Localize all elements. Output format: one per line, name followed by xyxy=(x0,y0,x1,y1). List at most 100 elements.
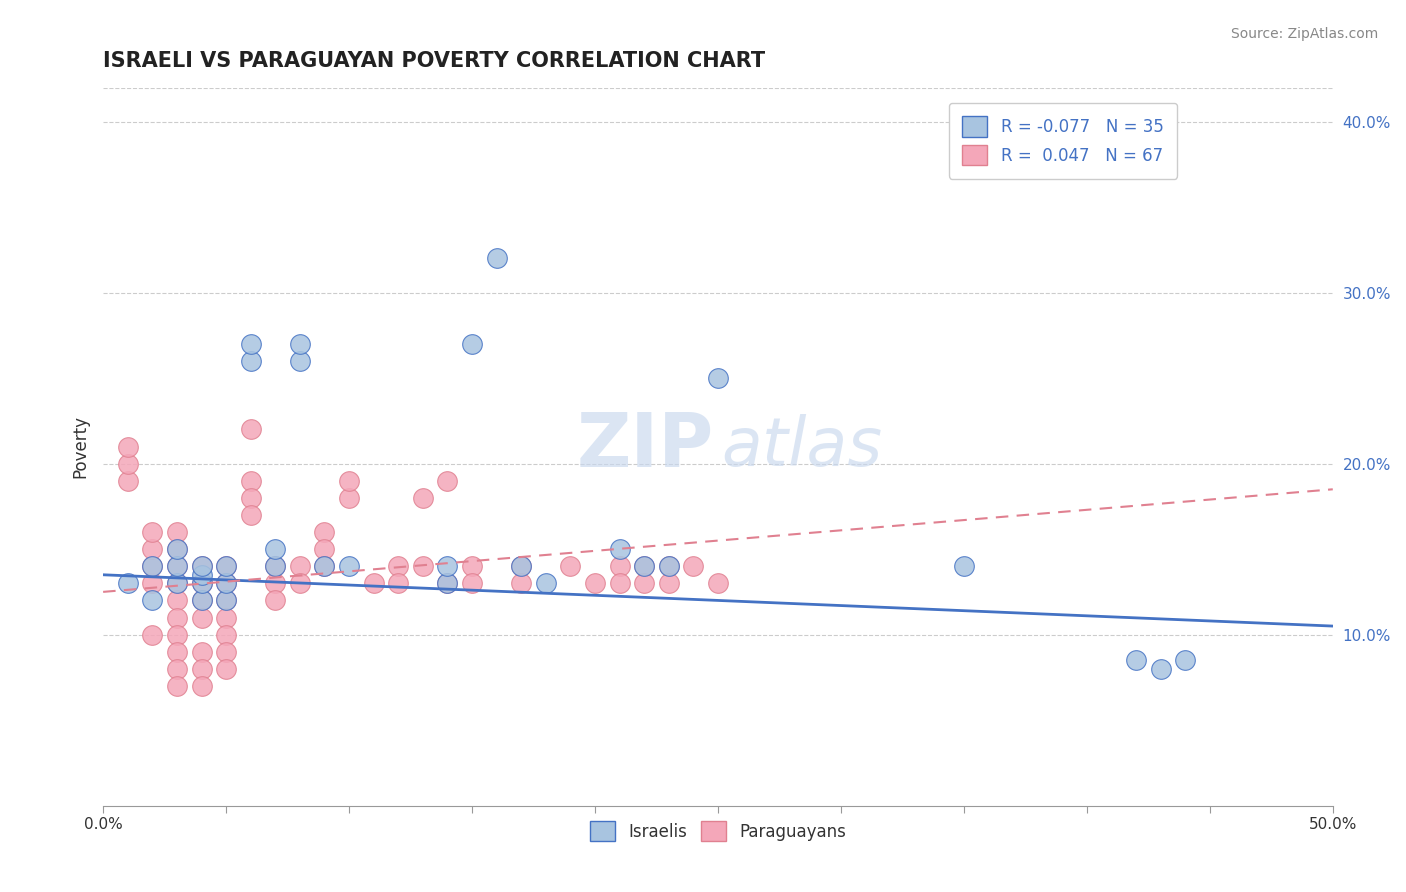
Point xyxy=(215,627,238,641)
Point xyxy=(215,645,238,659)
Point xyxy=(658,559,681,574)
Point xyxy=(387,576,409,591)
Point xyxy=(166,542,188,557)
Point xyxy=(215,593,238,607)
Point xyxy=(166,610,188,624)
Point xyxy=(288,337,311,351)
Point xyxy=(190,593,212,607)
Point xyxy=(166,576,188,591)
Point xyxy=(215,593,238,607)
Point xyxy=(166,679,188,693)
Point xyxy=(288,354,311,368)
Point xyxy=(436,576,458,591)
Point xyxy=(264,576,287,591)
Point xyxy=(264,542,287,557)
Point xyxy=(141,524,163,539)
Point xyxy=(166,576,188,591)
Point xyxy=(239,508,262,522)
Text: ISRAELI VS PARAGUAYAN POVERTY CORRELATION CHART: ISRAELI VS PARAGUAYAN POVERTY CORRELATIO… xyxy=(103,51,765,70)
Point xyxy=(190,567,212,582)
Point xyxy=(510,576,533,591)
Point xyxy=(583,576,606,591)
Point xyxy=(633,559,655,574)
Point xyxy=(141,559,163,574)
Point xyxy=(264,559,287,574)
Point xyxy=(166,645,188,659)
Point xyxy=(141,559,163,574)
Point xyxy=(387,559,409,574)
Point xyxy=(510,559,533,574)
Point xyxy=(461,337,484,351)
Point xyxy=(117,457,139,471)
Point xyxy=(1174,653,1197,667)
Point xyxy=(658,559,681,574)
Text: ZIP: ZIP xyxy=(576,410,714,483)
Point xyxy=(215,610,238,624)
Text: Source: ZipAtlas.com: Source: ZipAtlas.com xyxy=(1230,27,1378,41)
Point xyxy=(658,576,681,591)
Point xyxy=(117,440,139,454)
Point xyxy=(166,662,188,676)
Point xyxy=(682,559,704,574)
Point xyxy=(166,559,188,574)
Point xyxy=(239,474,262,488)
Point xyxy=(190,559,212,574)
Point xyxy=(436,576,458,591)
Point xyxy=(239,337,262,351)
Legend: R = -0.077   N = 35, R =  0.047   N = 67: R = -0.077 N = 35, R = 0.047 N = 67 xyxy=(949,103,1177,178)
Point xyxy=(412,491,434,505)
Point xyxy=(141,576,163,591)
Point xyxy=(166,542,188,557)
Point xyxy=(166,627,188,641)
Point xyxy=(461,576,484,591)
Point xyxy=(1149,662,1171,676)
Point xyxy=(190,610,212,624)
Point xyxy=(117,474,139,488)
Point xyxy=(633,576,655,591)
Point xyxy=(190,662,212,676)
Point xyxy=(166,593,188,607)
Point xyxy=(239,354,262,368)
Point xyxy=(707,576,730,591)
Point xyxy=(190,576,212,591)
Point xyxy=(436,474,458,488)
Point xyxy=(314,524,336,539)
Point xyxy=(534,576,557,591)
Point xyxy=(190,645,212,659)
Y-axis label: Poverty: Poverty xyxy=(72,415,89,478)
Point xyxy=(485,252,508,266)
Point xyxy=(264,559,287,574)
Point xyxy=(314,542,336,557)
Point xyxy=(337,491,360,505)
Point xyxy=(609,542,631,557)
Point xyxy=(215,559,238,574)
Point xyxy=(560,559,582,574)
Point xyxy=(412,559,434,574)
Point xyxy=(215,576,238,591)
Point xyxy=(461,559,484,574)
Point xyxy=(141,542,163,557)
Point xyxy=(314,559,336,574)
Point xyxy=(436,559,458,574)
Point xyxy=(337,559,360,574)
Point xyxy=(288,576,311,591)
Point xyxy=(190,679,212,693)
Point xyxy=(1125,653,1147,667)
Point xyxy=(166,559,188,574)
Point xyxy=(239,491,262,505)
Point xyxy=(633,559,655,574)
Point xyxy=(190,576,212,591)
Point xyxy=(363,576,385,591)
Point xyxy=(190,559,212,574)
Point xyxy=(288,559,311,574)
Point xyxy=(141,627,163,641)
Point xyxy=(609,559,631,574)
Point xyxy=(215,559,238,574)
Point xyxy=(166,524,188,539)
Point xyxy=(953,559,976,574)
Point xyxy=(314,559,336,574)
Point xyxy=(707,371,730,385)
Point xyxy=(510,559,533,574)
Point xyxy=(117,576,139,591)
Point xyxy=(609,576,631,591)
